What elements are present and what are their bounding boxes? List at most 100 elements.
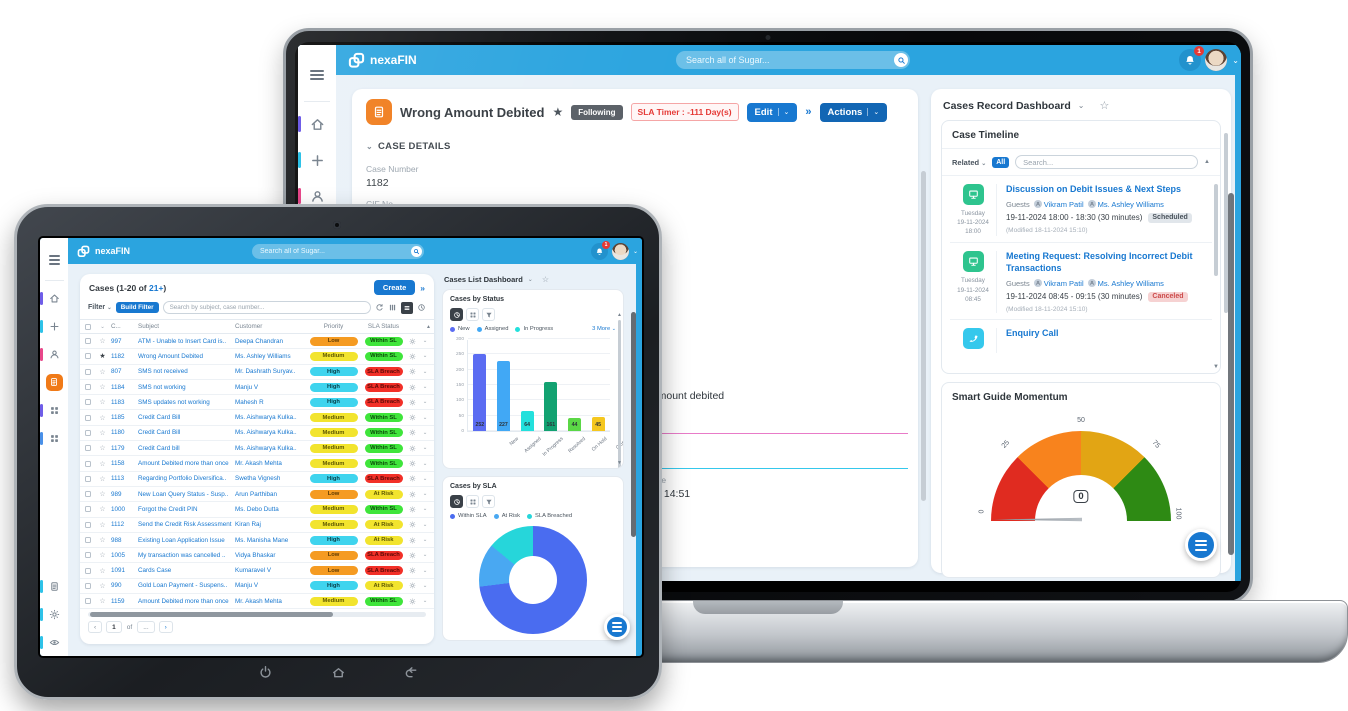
favorite-star-icon[interactable]: ☆ bbox=[99, 399, 106, 407]
floating-menu-button[interactable] bbox=[604, 614, 630, 640]
sidebar-item-home[interactable] bbox=[40, 284, 68, 312]
timeline-scrollbar[interactable] bbox=[1214, 184, 1218, 276]
favorite-star-icon[interactable]: ☆ bbox=[99, 460, 106, 468]
table-row[interactable]: ☆ 1184 SMS not working Manju V High SLA Breac… bbox=[80, 380, 434, 396]
row-expand-chevron[interactable]: ⌄ bbox=[422, 567, 428, 574]
case-subject-link[interactable]: Credit Card Bill bbox=[138, 414, 181, 422]
case-number-link[interactable]: 1183 bbox=[111, 398, 125, 406]
refresh-icon[interactable] bbox=[375, 303, 384, 312]
col-subject[interactable]: Subject bbox=[138, 323, 160, 330]
create-button[interactable]: Create bbox=[373, 280, 416, 295]
profile-chevron-down-icon[interactable]: ⌄ bbox=[1232, 55, 1239, 65]
sidebar-item-reports[interactable] bbox=[40, 572, 68, 600]
row-expand-chevron[interactable]: ⌄ bbox=[422, 521, 428, 528]
case-customer-link[interactable]: Deepa Chandran bbox=[235, 337, 283, 345]
row-expand-chevron[interactable]: ⌄ bbox=[422, 384, 428, 391]
row-gear-icon[interactable] bbox=[405, 521, 419, 528]
dashboard-scrollbar[interactable] bbox=[1224, 133, 1228, 313]
case-number-link[interactable]: 989 bbox=[111, 490, 122, 498]
list-view-toggle-icon[interactable] bbox=[401, 301, 413, 314]
favorite-star-icon[interactable]: ☆ bbox=[99, 491, 106, 499]
case-customer-link[interactable]: Swetha Vignesh bbox=[235, 475, 281, 483]
menu-hamburger-icon[interactable] bbox=[298, 57, 336, 93]
favorite-star-icon[interactable]: ☆ bbox=[99, 445, 106, 453]
row-expand-chevron[interactable]: ⌄ bbox=[422, 353, 428, 360]
case-customer-link[interactable]: Ms. Aishwarya Kulka.. bbox=[235, 444, 297, 452]
case-subject-link[interactable]: Cards Case bbox=[138, 567, 172, 575]
row-gear-icon[interactable] bbox=[405, 414, 419, 421]
search-icon[interactable] bbox=[894, 53, 908, 67]
favorite-star-icon[interactable]: ☆ bbox=[99, 414, 106, 422]
favorite-star-icon[interactable]: ☆ bbox=[99, 537, 106, 544]
case-customer-link[interactable]: Ms. Manisha Mane bbox=[235, 536, 289, 544]
case-subject-link[interactable]: Wrong Amount Debited bbox=[138, 352, 203, 360]
case-subject-link[interactable]: New Loan Query Status - Susp.. bbox=[138, 490, 229, 498]
timeline-entry[interactable]: Enquiry Call bbox=[950, 318, 1212, 359]
main-scrollbar[interactable] bbox=[921, 171, 926, 501]
case-subject-link[interactable]: Amount Debited more than once bbox=[138, 597, 229, 605]
build-filter-chip[interactable]: Build Filter bbox=[115, 302, 159, 313]
case-subject-link[interactable]: Credit Card Bill bbox=[138, 429, 181, 437]
guest-name[interactable]: Ms. Ashley Williams bbox=[1097, 278, 1164, 288]
notifications-button[interactable]: 1 bbox=[591, 240, 610, 260]
case-customer-link[interactable]: Manju V bbox=[235, 582, 259, 590]
case-number-link[interactable]: 1158 bbox=[111, 460, 125, 468]
row-expand-chevron[interactable]: ⌄ bbox=[422, 552, 428, 559]
case-customer-link[interactable]: Mr. Dashrath Suryav.. bbox=[235, 368, 296, 376]
header-more-icon[interactable]: » bbox=[805, 106, 812, 118]
columns-icon[interactable] bbox=[388, 303, 397, 312]
pager-more-button[interactable]: ... bbox=[137, 621, 155, 634]
menu-hamburger-icon[interactable] bbox=[40, 246, 68, 274]
row-expand-chevron[interactable]: ⌄ bbox=[422, 460, 428, 467]
scroll-up-icon[interactable]: ▲ bbox=[617, 312, 622, 318]
favorite-star-icon[interactable]: ☆ bbox=[99, 567, 106, 575]
favorite-star-icon[interactable]: ☆ bbox=[99, 598, 106, 606]
case-number-link[interactable]: 1000 bbox=[111, 505, 126, 513]
case-customer-link[interactable]: Kiran Raj bbox=[235, 521, 261, 529]
table-row[interactable]: ☆ 807 SMS not received Mr. Dashrath Suryav.… bbox=[80, 365, 434, 380]
case-customer-link[interactable]: Mahesh R bbox=[235, 398, 264, 406]
sidebar-item-apps[interactable] bbox=[40, 424, 68, 452]
case-subject-link[interactable]: Amount Debited more than once bbox=[138, 460, 229, 468]
row-checkbox[interactable] bbox=[80, 445, 96, 452]
page-scrollbar[interactable] bbox=[631, 312, 636, 537]
row-gear-icon[interactable] bbox=[405, 567, 419, 574]
row-checkbox[interactable] bbox=[80, 506, 96, 513]
guest-name[interactable]: Vikram Patil bbox=[1043, 278, 1084, 288]
row-checkbox[interactable] bbox=[80, 552, 96, 559]
sidebar-item-contacts[interactable] bbox=[298, 178, 336, 214]
col-sla-status[interactable]: SLA Status bbox=[367, 323, 400, 330]
filter-icon[interactable] bbox=[482, 495, 495, 508]
row-checkbox[interactable] bbox=[80, 338, 96, 345]
header-more-icon[interactable]: » bbox=[420, 282, 425, 293]
table-row[interactable]: ☆ 1091 Cards Case Kumaravel V Low SLA Breach ⌄ bbox=[80, 563, 434, 579]
case-customer-link[interactable]: Manju V bbox=[235, 383, 259, 391]
header-chevron-down-icon[interactable]: ⌄ bbox=[100, 323, 105, 330]
case-number-link[interactable]: 1112 bbox=[111, 521, 125, 529]
case-number-link[interactable]: 997 bbox=[111, 337, 122, 345]
case-number-link[interactable]: 1159 bbox=[111, 597, 125, 605]
row-checkbox[interactable] bbox=[80, 567, 96, 574]
notifications-button[interactable]: 1 bbox=[1179, 46, 1204, 71]
case-number-link[interactable]: 1184 bbox=[111, 383, 125, 391]
current-page[interactable]: 1 bbox=[106, 621, 122, 634]
row-expand-chevron[interactable]: ⌄ bbox=[422, 506, 428, 513]
all-filter-chip[interactable]: All bbox=[992, 156, 1010, 168]
case-customer-link[interactable]: Kumaravel V bbox=[235, 567, 272, 575]
row-expand-chevron[interactable]: ⌄ bbox=[422, 445, 428, 452]
sidebar-item-contacts[interactable] bbox=[40, 340, 68, 368]
timeline-entry[interactable]: Tuesday 19-11-2024 18:00 Discussion on Debi… bbox=[950, 176, 1212, 242]
power-icon[interactable] bbox=[258, 665, 273, 680]
table-row[interactable]: ☆ 1179 Credit Card bill Ms. Aishwarya Kulka… bbox=[80, 441, 434, 457]
row-gear-icon[interactable] bbox=[405, 491, 419, 498]
timeline-entry-title[interactable]: Enquiry Call bbox=[1006, 327, 1059, 338]
case-subject-link[interactable]: Forgot the Credit PIN bbox=[138, 505, 198, 513]
row-gear-icon[interactable] bbox=[405, 429, 419, 436]
case-subject-link[interactable]: Send the Credit Risk Assessment bbox=[138, 521, 232, 529]
row-checkbox[interactable] bbox=[80, 399, 96, 406]
dashboard-star-icon[interactable]: ☆ bbox=[541, 275, 549, 284]
case-customer-link[interactable]: Arun Parthiban bbox=[235, 490, 278, 498]
case-number-link[interactable]: 1091 bbox=[111, 567, 126, 575]
case-subject-link[interactable]: SMS not received bbox=[138, 368, 188, 376]
row-checkbox[interactable] bbox=[80, 475, 96, 482]
